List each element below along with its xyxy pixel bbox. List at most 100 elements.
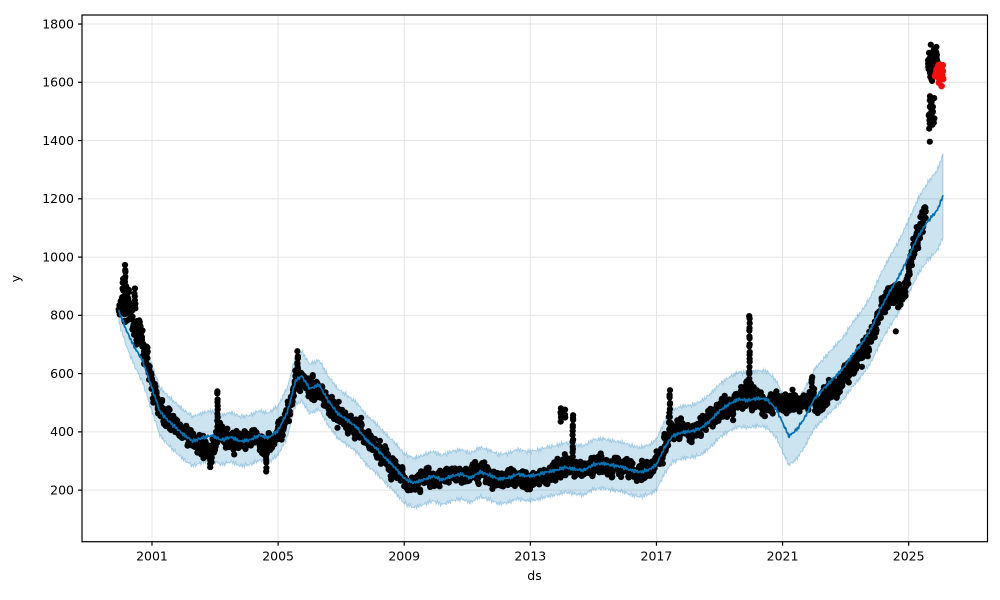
scatter-point [481, 459, 488, 466]
scatter-point [334, 424, 341, 431]
scatter-point [214, 396, 221, 403]
scatter-point [384, 451, 392, 459]
scatter-point [122, 309, 129, 316]
scatter-point [926, 112, 933, 119]
scatter-point [688, 439, 695, 446]
scatter-point [262, 453, 269, 461]
scatter-point [569, 422, 576, 429]
scatter-point [906, 271, 913, 278]
scatter-point [659, 460, 666, 467]
scatter-point [845, 379, 852, 386]
scatter-point [129, 313, 136, 320]
scatter-point [892, 328, 899, 335]
scatter-point [927, 41, 934, 48]
scatter-point [294, 353, 301, 360]
y-tick-label: 400 [50, 424, 74, 439]
scatter-point [206, 449, 213, 457]
scatter-point [638, 457, 646, 464]
y-tick-label: 800 [50, 308, 74, 323]
highlight-point [938, 66, 946, 73]
scatter-point [392, 458, 399, 465]
y-tick-label: 1400 [42, 133, 74, 148]
scatter-point [915, 245, 922, 252]
scatter-point [925, 49, 933, 56]
scatter-point [746, 348, 753, 356]
uncertainty-band [118, 153, 944, 510]
y-tick-label: 1200 [42, 191, 74, 206]
y-axis-label: y [8, 274, 23, 282]
scatter-point [927, 118, 935, 125]
scatter-point [824, 400, 831, 407]
scatter-point [746, 341, 753, 348]
scatter-point [873, 327, 880, 334]
scatter-point [297, 388, 304, 395]
scatter-point [926, 125, 933, 132]
uncertainty-band-layer [118, 153, 944, 510]
y-tick-label: 1800 [42, 16, 74, 31]
scatter-point [335, 398, 342, 405]
scatter-point [475, 480, 482, 488]
scatter-point [425, 465, 432, 472]
x-tick-label: 2001 [136, 549, 168, 564]
x-tick-label: 2013 [514, 549, 546, 564]
scatter-point [166, 406, 173, 413]
scatter-point [905, 280, 912, 287]
scatter-point [908, 262, 916, 269]
x-tick-label: 2017 [641, 549, 673, 564]
scatter-point [926, 138, 933, 145]
x-tick-label: 2005 [262, 549, 294, 564]
scatter-point [865, 347, 873, 354]
scatter-point [697, 432, 705, 439]
scatter-point [570, 459, 577, 466]
scatter-point [139, 327, 146, 334]
scatter-point [666, 387, 674, 394]
y-tick-label: 600 [50, 366, 74, 381]
scatter-point [144, 348, 151, 355]
scatter-point [666, 400, 674, 407]
x-tick-label: 2025 [893, 549, 925, 564]
forecast-line [118, 194, 944, 485]
scatter-point [376, 437, 383, 444]
y-tick-label: 1000 [42, 249, 74, 264]
scatter-point [629, 460, 636, 467]
scatter-point [416, 486, 424, 493]
scatter-point [131, 303, 138, 310]
scatter-point [933, 49, 940, 56]
scatter-point [809, 374, 816, 381]
scatter-point [263, 464, 270, 471]
scatter-point [922, 208, 929, 215]
scatter-point [286, 411, 294, 418]
scatter-point [399, 465, 406, 473]
scatter-point [309, 372, 316, 379]
scatter-point [932, 56, 939, 63]
scatter-point [570, 412, 577, 419]
scatter-point [294, 348, 301, 355]
x-axis-label: ds [527, 568, 541, 583]
scatter-point [358, 422, 365, 429]
scatter-point [436, 483, 443, 490]
scatter-point [144, 355, 151, 362]
scatter-point [927, 104, 934, 111]
scatter-point [121, 261, 129, 269]
scatter-point [371, 435, 378, 443]
scatter-point [445, 479, 452, 486]
scatter-point [279, 432, 286, 439]
scatter-point [131, 285, 138, 292]
scatter-point [746, 333, 753, 340]
scatter-point [231, 451, 238, 458]
scatter-point [761, 413, 769, 420]
scatter-point [207, 460, 214, 468]
scatter-point [730, 417, 737, 424]
scatter-point [589, 470, 597, 477]
scatter-point [858, 363, 866, 370]
scatter-point [285, 418, 293, 425]
scatter-point [358, 414, 365, 421]
scatter-point [562, 406, 569, 413]
scatter-point [158, 398, 166, 405]
scatter-point [746, 313, 753, 320]
scatter-point [138, 334, 146, 341]
scatter-point [928, 99, 935, 106]
scatter-point [224, 425, 231, 432]
